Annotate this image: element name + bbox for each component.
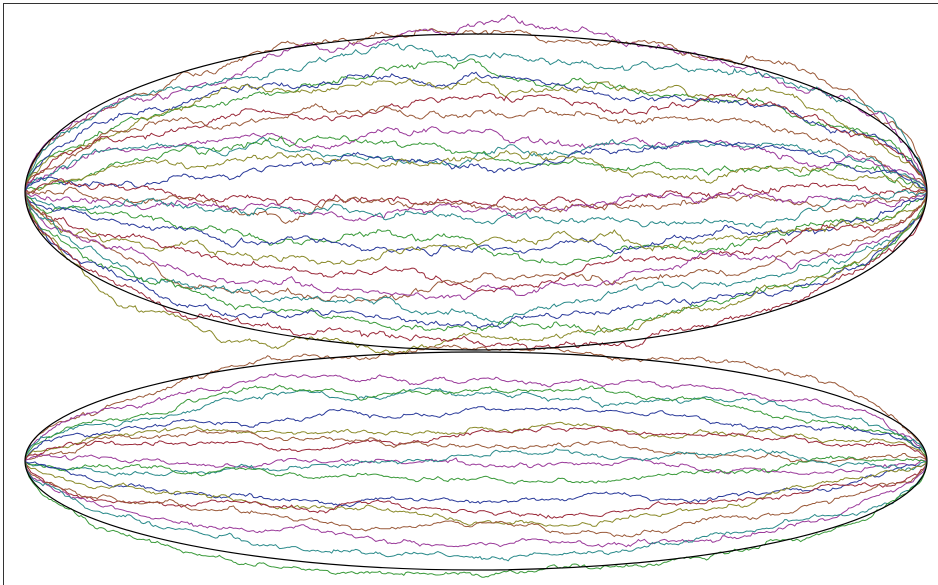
bottom-walk: [24, 455, 928, 485]
top-walk: [24, 191, 928, 329]
frame: [3, 3, 938, 585]
top-walk: [24, 41, 928, 193]
bottom-walk: [24, 406, 928, 462]
top-ellipse: [24, 33, 928, 351]
top-walk: [24, 191, 928, 266]
bottom-walk: [24, 460, 928, 578]
bottom-walk: [24, 421, 928, 462]
bottom-walk: [24, 460, 928, 562]
bottom-walk: [24, 453, 928, 476]
bottom-walk: [24, 384, 928, 462]
top-walk: [24, 103, 928, 193]
top-walk: [24, 92, 928, 193]
bottom-walk: [24, 429, 928, 465]
top-walk: [24, 178, 928, 210]
top-walk: [24, 76, 928, 193]
top-walk: [24, 191, 928, 257]
top-walk: [24, 14, 928, 193]
bottom-walk: [24, 344, 928, 462]
top-walk: [24, 191, 928, 351]
bottom-walk: [24, 460, 928, 527]
top-walk: [24, 186, 928, 224]
top-walk: [24, 191, 928, 326]
bottom-walk: [24, 447, 928, 477]
bottom-walk: [24, 372, 928, 462]
top-walk: [24, 135, 928, 193]
bottom-walk: [24, 387, 928, 462]
bottom-walk: [24, 425, 928, 462]
top-walk: [24, 149, 928, 194]
top-walk: [24, 139, 928, 193]
top-walk: [24, 136, 928, 193]
bottom-walk: [24, 460, 928, 538]
bottom-walk: [24, 460, 928, 508]
bottom-walk: [24, 460, 928, 519]
top-walk: [24, 191, 928, 301]
top-walk: [24, 191, 928, 336]
top-walk: [24, 191, 928, 222]
bottom-ellipse: [24, 351, 928, 571]
bottom-walk: [24, 460, 928, 548]
top-walk: [24, 191, 928, 354]
top-walk: [24, 189, 928, 229]
walks: [24, 14, 928, 578]
